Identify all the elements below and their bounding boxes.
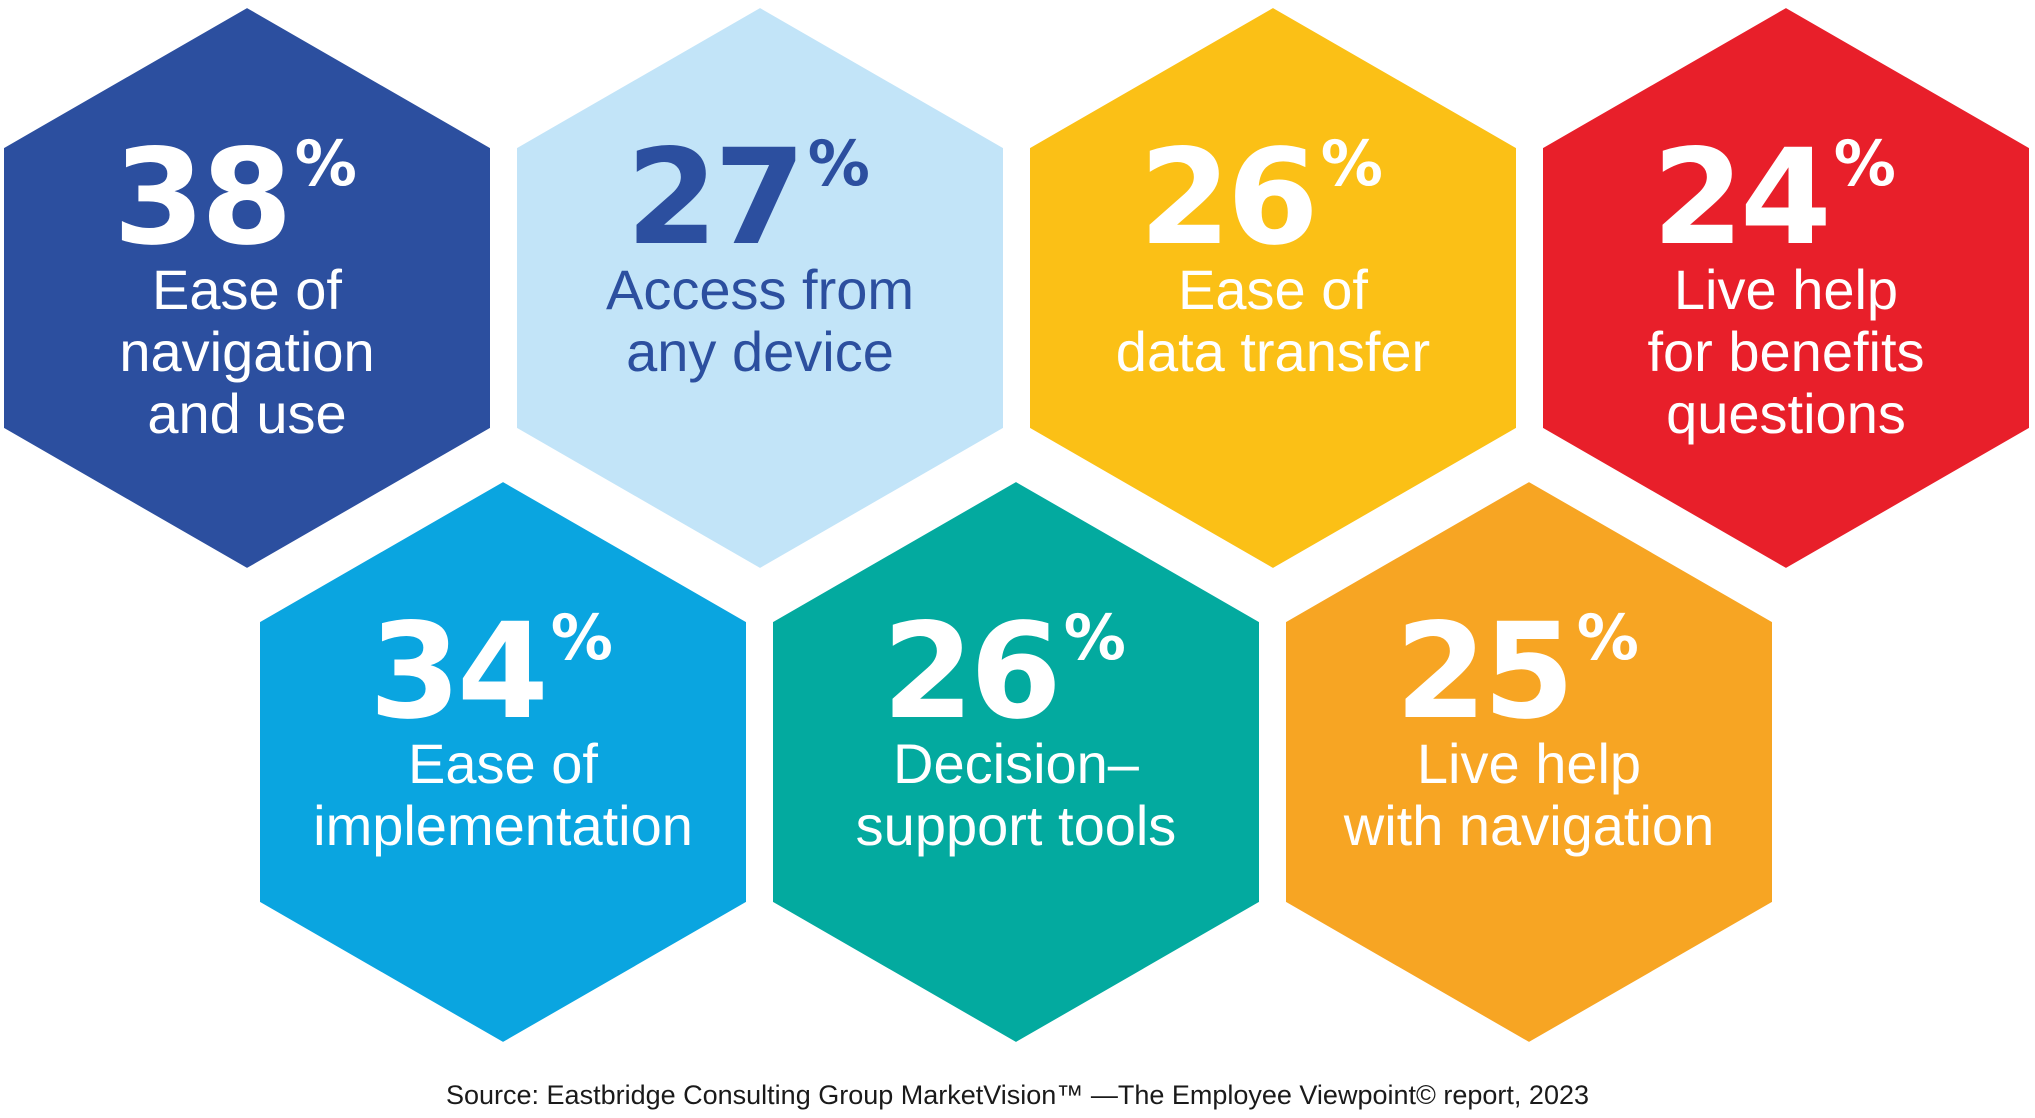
category-label: implementation [313, 794, 693, 857]
category-label: with navigation [1343, 794, 1714, 857]
hexagon-shape [1016, 0, 1530, 585]
percentage-value: 25% [1395, 595, 1639, 749]
category-label: Live help [1674, 258, 1898, 321]
category-label: Live help [1417, 732, 1641, 795]
percentage-value: 26% [1139, 121, 1383, 275]
percentage-value: 26% [882, 595, 1126, 749]
category-label: Access from [606, 258, 914, 321]
category-label: Ease of [152, 258, 342, 321]
source-note: Source: Eastbridge Consulting Group Mark… [446, 1080, 1589, 1110]
category-label: questions [1666, 382, 1906, 445]
percentage-value: 24% [1652, 121, 1896, 275]
category-label: Decision– [893, 732, 1140, 795]
hexagon-shape [1529, 0, 2035, 585]
category-label: navigation [119, 320, 374, 383]
category-label: Ease of [408, 732, 598, 795]
category-label: and use [147, 382, 346, 445]
category-label: Ease of [1178, 258, 1368, 321]
category-label: any device [626, 320, 894, 383]
category-label: data transfer [1116, 320, 1430, 383]
hexagon-shape [1272, 465, 1786, 1059]
percentage-value: 27% [626, 121, 870, 275]
hexagon-shape [246, 465, 760, 1059]
hexagon-shape [0, 0, 504, 585]
percentage-value: 38% [113, 121, 357, 275]
percentage-value: 34% [369, 595, 613, 749]
category-label: for benefits [1647, 320, 1924, 383]
hexagon-shape [759, 465, 1273, 1059]
hexagon-6: 26%Decision–support tools [759, 465, 1273, 1059]
hexagon-shape [503, 0, 1017, 585]
category-label: support tools [856, 794, 1177, 857]
